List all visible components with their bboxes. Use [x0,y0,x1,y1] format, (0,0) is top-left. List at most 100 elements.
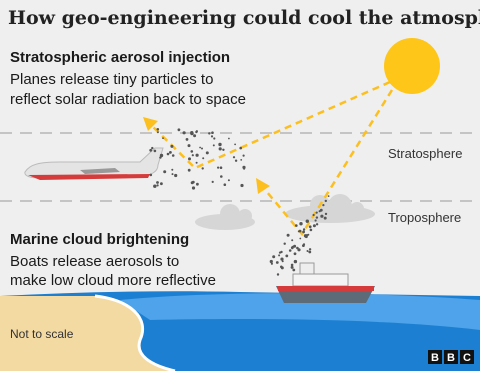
shoreline [94,294,176,371]
particle [217,166,220,169]
particle [187,168,191,172]
particle [218,142,222,147]
particle [219,166,223,169]
particle [210,135,214,138]
logo-letter: B [447,352,455,364]
particle [177,128,181,132]
logo-letter: B [431,352,439,364]
particle [213,137,216,140]
particle [315,211,318,214]
particle [288,249,292,252]
particle [205,151,209,155]
logo-letter: C [463,352,471,364]
logo-block [428,350,442,364]
particle [199,146,202,149]
section-text: Boats release aerosols to [10,253,179,270]
particle [298,229,302,233]
particle [153,184,157,188]
particle [218,147,222,151]
particle [283,242,286,245]
ship [276,262,375,303]
particle [302,228,306,231]
particle [191,154,194,157]
particle [285,254,289,258]
particle [234,159,238,162]
particle [308,250,312,254]
aerosol-particles [149,128,330,276]
particle [293,259,298,264]
particle [211,131,214,134]
particle [324,212,328,216]
particle [190,181,194,185]
particle [314,219,317,222]
particle [166,152,170,156]
logo-block [460,350,474,364]
particle [324,199,327,203]
particle [304,235,308,239]
particle [193,134,197,138]
particle [156,181,159,184]
particle [201,167,204,170]
section-text: reflect solar radiation back to space [10,91,246,108]
particle [278,254,281,257]
particle [227,179,230,182]
section-text: make low cloud more reflective [10,272,216,289]
particle [187,144,191,148]
particle [290,265,294,269]
particle [240,159,243,161]
particle [190,131,194,135]
particle [270,262,273,265]
particle [280,265,283,269]
particle [312,213,315,217]
particle [149,173,153,177]
particle [309,228,313,232]
particle [290,263,294,267]
particle [190,150,194,153]
particle [162,137,164,140]
particle [151,146,154,150]
particle [174,173,178,178]
layer-label: Troposphere [388,210,461,225]
particle [315,216,319,219]
particle [182,131,186,135]
sea-light [120,293,480,330]
particle [323,216,327,220]
particle [211,180,214,183]
particle [149,148,153,152]
particle [296,246,299,250]
particle [275,261,279,264]
particle [280,257,284,261]
particle [302,230,305,234]
particle [159,153,164,158]
particle [195,130,198,134]
particle [188,157,191,161]
particle [160,182,163,186]
particle [293,244,297,248]
particle [308,248,312,251]
particle [302,243,306,246]
reflection-arrows [149,80,394,237]
particle [320,214,324,218]
particle [220,175,223,178]
particle [201,147,203,150]
scale-note: Not to scale [10,327,74,341]
particle [242,154,245,157]
particle [171,154,175,157]
particle [222,148,225,151]
particle [292,268,296,272]
particle [276,273,280,276]
particle [234,143,237,146]
particle [315,223,319,226]
plane [24,147,164,180]
particle [308,225,312,229]
particle [322,204,325,207]
particle [269,259,273,264]
particle [299,222,303,226]
particle [163,170,167,174]
particle [191,186,196,190]
beach [0,296,175,371]
particle [243,167,246,170]
particle [293,252,297,256]
particle [208,132,211,135]
